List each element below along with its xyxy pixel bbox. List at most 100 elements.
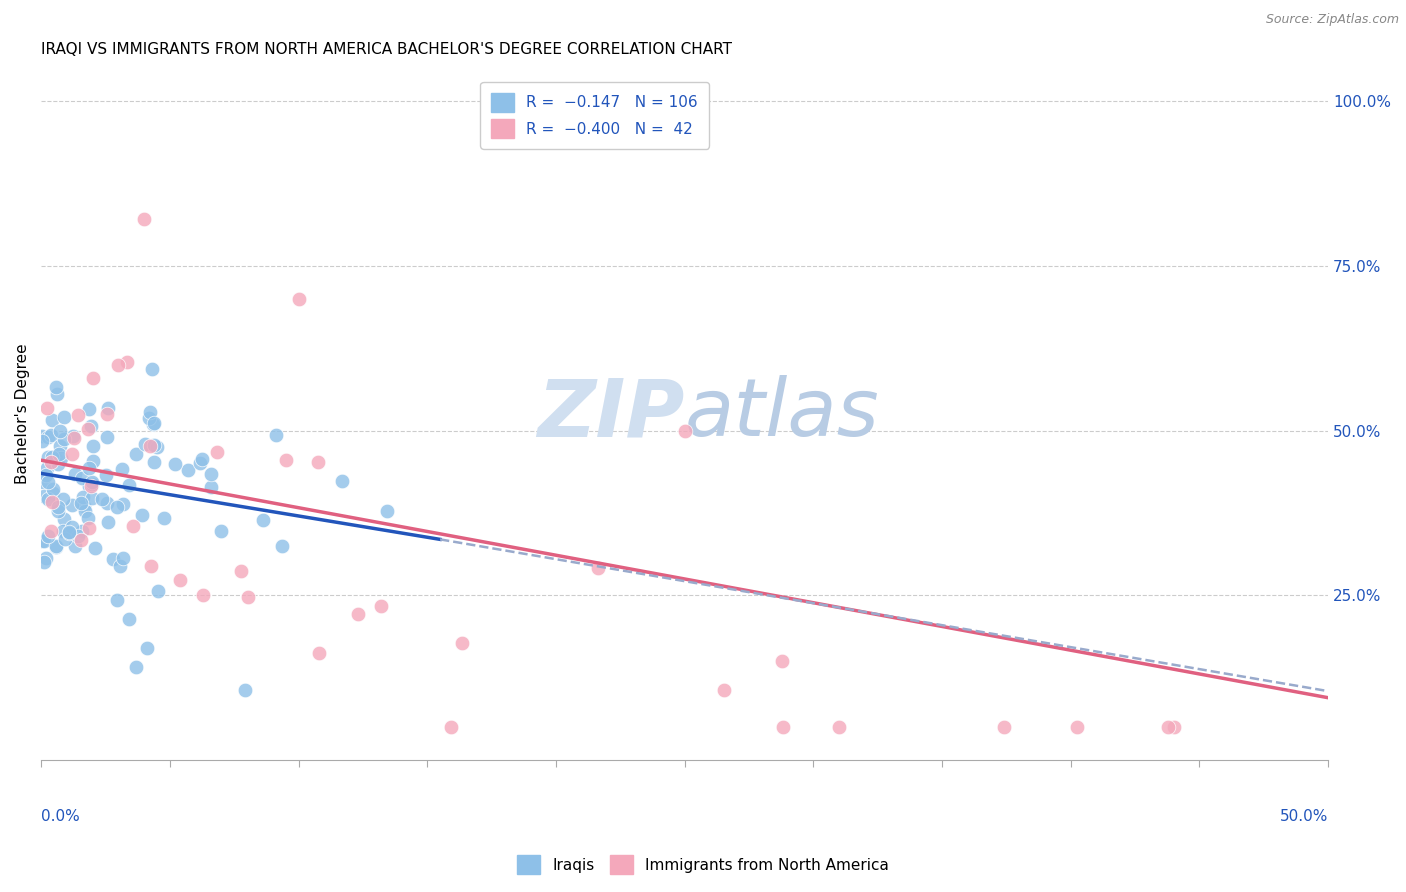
Point xyxy=(41,494,63,508)
Point xyxy=(77,521,100,535)
Point xyxy=(152,511,174,525)
Point xyxy=(124,446,146,460)
Point xyxy=(39,524,62,538)
Point xyxy=(72,490,94,504)
Point xyxy=(46,500,69,514)
Point xyxy=(52,432,75,446)
Point xyxy=(138,411,160,425)
Point xyxy=(105,592,128,607)
Point xyxy=(143,438,166,452)
Point xyxy=(142,417,165,431)
Point xyxy=(451,636,474,650)
Point xyxy=(252,513,274,527)
Point xyxy=(107,358,129,372)
Point xyxy=(205,445,228,459)
Point xyxy=(105,500,128,514)
Point xyxy=(48,447,70,461)
Point xyxy=(41,482,63,496)
Point xyxy=(60,520,83,534)
Point xyxy=(37,491,59,506)
Point xyxy=(271,539,294,553)
Point xyxy=(58,524,80,539)
Point xyxy=(69,533,91,547)
Point xyxy=(108,559,131,574)
Point xyxy=(146,584,169,599)
Point xyxy=(37,401,59,416)
Point xyxy=(146,440,169,454)
Point xyxy=(31,434,53,449)
Point xyxy=(112,550,135,565)
Point xyxy=(82,370,104,384)
Point xyxy=(191,452,214,467)
Point xyxy=(125,659,148,673)
Point xyxy=(131,508,153,522)
Point xyxy=(37,529,59,543)
Point xyxy=(77,461,100,475)
Point xyxy=(60,498,83,512)
Point xyxy=(31,429,53,443)
Point xyxy=(70,524,93,538)
Point xyxy=(62,429,84,443)
Point xyxy=(48,504,70,518)
Point xyxy=(122,518,145,533)
Point xyxy=(42,485,65,500)
Point xyxy=(45,540,67,554)
Point xyxy=(35,551,58,566)
Point xyxy=(101,551,124,566)
Point xyxy=(80,419,103,434)
Point xyxy=(96,496,118,510)
Point xyxy=(1163,720,1185,734)
Point xyxy=(65,540,87,554)
Text: Source: ZipAtlas.com: Source: ZipAtlas.com xyxy=(1265,13,1399,27)
Text: ZIP: ZIP xyxy=(537,375,685,453)
Point xyxy=(188,456,211,470)
Point xyxy=(37,450,59,464)
Point xyxy=(49,450,72,465)
Point xyxy=(713,682,735,697)
Point xyxy=(79,479,101,493)
Point xyxy=(60,447,83,461)
Point xyxy=(673,424,696,438)
Point xyxy=(138,439,160,453)
Point xyxy=(39,455,62,469)
Point xyxy=(132,212,155,227)
Point xyxy=(63,467,86,481)
Point xyxy=(141,362,163,376)
Point xyxy=(37,430,59,444)
Point xyxy=(274,453,297,467)
Point xyxy=(136,640,159,655)
Point xyxy=(31,533,53,548)
Point xyxy=(70,496,93,510)
Point xyxy=(80,491,103,505)
Point xyxy=(330,474,353,488)
Point xyxy=(41,413,63,427)
Point xyxy=(66,408,89,422)
Point xyxy=(48,458,70,472)
Point xyxy=(32,475,55,489)
Point xyxy=(993,720,1015,734)
Point xyxy=(163,457,186,471)
Point xyxy=(52,491,75,506)
Point xyxy=(96,408,118,422)
Point xyxy=(73,504,96,518)
Point xyxy=(370,599,392,613)
Point xyxy=(236,590,259,604)
Point xyxy=(177,463,200,477)
Point xyxy=(35,468,58,483)
Point xyxy=(115,355,138,369)
Text: IRAQI VS IMMIGRANTS FROM NORTH AMERICA BACHELOR'S DEGREE CORRELATION CHART: IRAQI VS IMMIGRANTS FROM NORTH AMERICA B… xyxy=(41,42,733,57)
Point xyxy=(53,533,76,547)
Point xyxy=(828,720,851,734)
Point xyxy=(772,720,794,734)
Point xyxy=(264,428,287,442)
Point xyxy=(34,555,56,569)
Point xyxy=(82,454,104,468)
Point xyxy=(111,462,134,476)
Point xyxy=(118,612,141,626)
Point xyxy=(49,439,72,453)
Point xyxy=(1066,720,1088,734)
Point xyxy=(80,475,103,490)
Text: 50.0%: 50.0% xyxy=(1279,809,1329,824)
Point xyxy=(229,564,252,578)
Point xyxy=(82,439,104,453)
